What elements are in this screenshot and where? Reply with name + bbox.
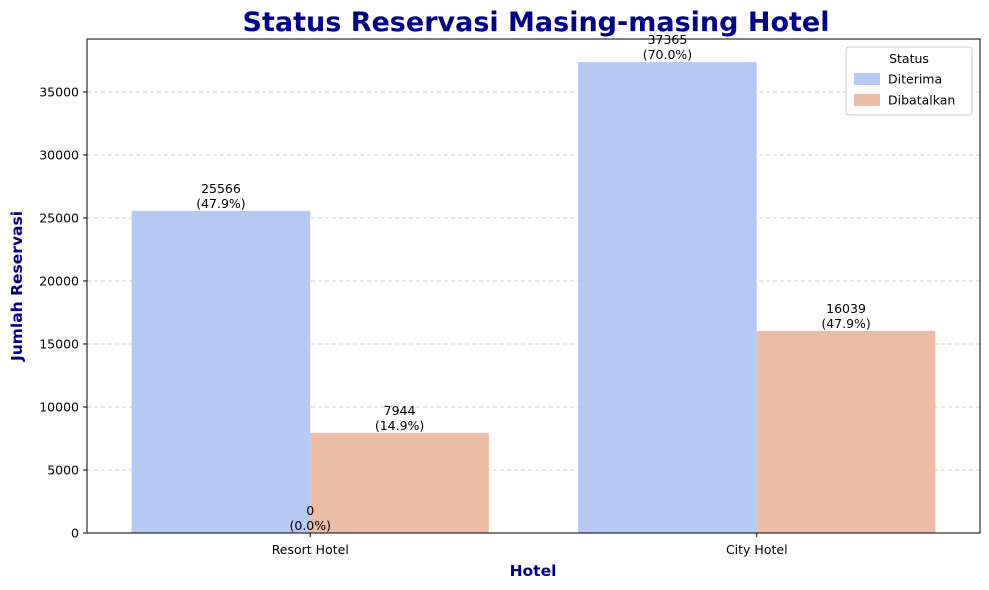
legend: Status Diterima Dibatalkan	[845, 46, 973, 116]
bars	[131, 62, 936, 533]
y-axis: 0 5000 10000 15000 20000 25000 30000 35000	[39, 84, 87, 541]
bar-value-label: 16039	[826, 301, 866, 316]
y-tick-label: 30000	[39, 147, 79, 162]
bar-percent-label: (47.9%)	[821, 316, 870, 331]
y-tick-label: 25000	[39, 210, 79, 225]
y-tick-label: 20000	[39, 273, 79, 288]
bar-percent-label: (47.9%)	[196, 196, 245, 211]
y-tick-label: 5000	[47, 462, 79, 477]
bar-value-label: 7944	[384, 403, 416, 418]
y-tick-label: 0	[71, 526, 79, 541]
chart-title: Status Reservasi Masing-masing Hotel	[243, 7, 830, 38]
y-tick-label: 15000	[39, 336, 79, 351]
plot-frame	[86, 38, 981, 534]
y-axis-title: Jumlah Reservasi	[8, 211, 26, 362]
bar-percent-label: (14.9%)	[375, 418, 424, 433]
bar	[310, 432, 489, 533]
legend-swatch	[854, 73, 880, 85]
bar-percent-label: (70.0%)	[643, 47, 692, 62]
bar-value-label: 25566	[201, 181, 241, 196]
annotation-percent-label: (0.0%)	[289, 518, 331, 533]
y-tick-label: 35000	[39, 84, 79, 99]
bar	[578, 62, 757, 533]
bar	[131, 210, 311, 533]
legend-title: Status	[889, 51, 929, 66]
x-tick-label: City Hotel	[726, 542, 788, 557]
legend-label: Diterima	[888, 72, 942, 87]
bar-value-label: 37365	[648, 32, 688, 47]
annotation-value-label: 0	[306, 503, 314, 518]
data-labels: 25566(47.9%)7944(14.9%)37365(70.0%)16039…	[196, 32, 871, 533]
bar	[756, 330, 936, 533]
x-axis: Resort Hotel City Hotel	[272, 533, 788, 557]
x-axis-title: Hotel	[510, 562, 557, 580]
y-tick-label: 10000	[39, 399, 79, 414]
x-tick-label: Resort Hotel	[272, 542, 349, 557]
legend-label: Dibatalkan	[888, 93, 955, 108]
legend-swatch	[854, 94, 880, 106]
